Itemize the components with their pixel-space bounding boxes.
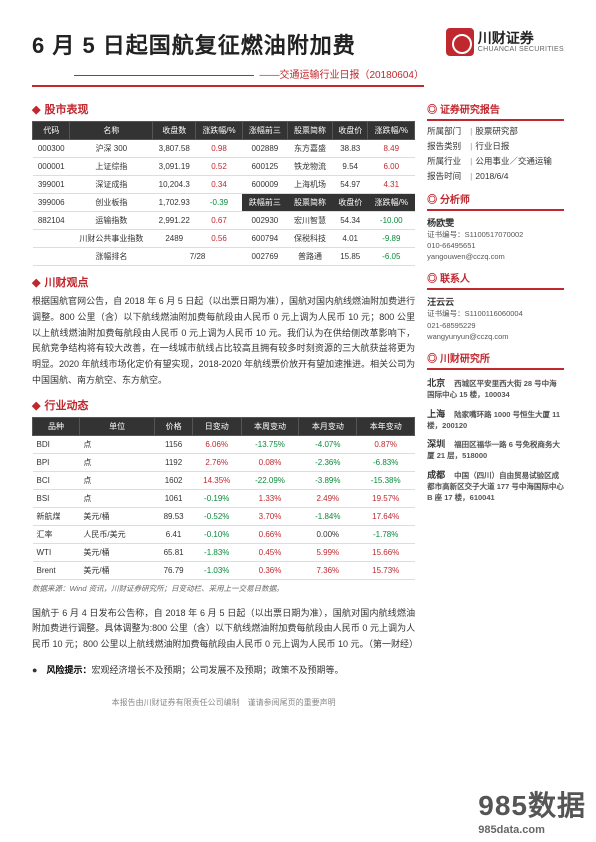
side-head-institute: 川财研究所: [427, 350, 564, 370]
section-head-viewpoint: 川财观点: [32, 274, 415, 290]
mh-code: 代码: [33, 122, 70, 140]
office-city: 深圳 福田区福华一路 6 号免税商务大厦 21 层，518000: [427, 437, 564, 462]
risk-line: ● 风险提示：宏观经济增长不及预期；公司发展不及预期；政策不及预期等。: [32, 663, 415, 679]
section-head-market: 股市表现: [32, 101, 415, 117]
office-city: 成都 中国（四川）自由贸易试验区成都市高新区交子大道 177 号中海国际中心 B…: [427, 468, 564, 504]
contact-mail: wangyunyun@cczq.com: [427, 331, 564, 342]
watermark: 985数据 985data.com: [478, 784, 586, 836]
mh-name: 名称: [70, 122, 153, 140]
contact-name: 汪云云: [427, 295, 564, 308]
market-row: 000300沪深 3003,807.580.98002889东方嘉盛38.838…: [33, 140, 415, 158]
dyn-row: WTI美元/桶65.81-1.83%0.45%5.99%15.66%: [33, 543, 415, 561]
dyn-row: 汇率人民币/美元6.41-0.10%0.66%0.00%-1.78%: [33, 525, 415, 543]
mh-rname: 股票简称: [287, 122, 332, 140]
footer-disclaimer: 本报告由川财证券有限责任公司编制 谨请参阅尾页的重要声明: [32, 697, 415, 708]
side-head-analyst: 分析师: [427, 191, 564, 211]
info-row: 报告类别|行业日报: [427, 141, 564, 153]
main-column: 股市表现 代码 名称 收盘数 涨跌幅/% 涨幅前三 股票简称 收盘价 涨跌幅/%…: [32, 93, 415, 708]
analyst-cert: 证书编号：S1100517070002: [427, 229, 564, 240]
dyn-header: 单位: [79, 417, 154, 435]
mh-rchg: 涨跌幅/%: [368, 122, 415, 140]
dynamics-source: 数据来源：Wind 资讯，川财证券研究所；日变动栏、采用上一交易日数据。: [32, 583, 415, 594]
viewpoint-text: 根据国航官网公告，自 2018 年 6 月 5 日起（以出票日期为准），国航对国…: [32, 294, 415, 389]
dyn-header: 本年变动: [357, 417, 415, 435]
section-head-dynamics: 行业动态: [32, 397, 415, 413]
dyn-header: 价格: [155, 417, 193, 435]
office-city: 北京 西城区平安里西大街 28 号中海国际中心 15 楼，100034: [427, 376, 564, 401]
office-city: 上海 陆家嘴环路 1000 号恒生大厦 11 楼，200120: [427, 407, 564, 432]
contact-tel: 021-68595229: [427, 320, 564, 331]
dyn-header: 本月变动: [299, 417, 357, 435]
side-column: 证券研究报告 所属部门|股票研究部报告类别|行业日报所属行业|公用事业／交通运输…: [427, 93, 564, 708]
analyst-mail: yangouwen@cczq.com: [427, 251, 564, 262]
dyn-row: Brent美元/桶76.79-1.03%0.36%7.36%15.73%: [33, 561, 415, 579]
dyn-row: 新航煤美元/桶89.53-0.52%3.70%-1.84%17.64%: [33, 507, 415, 525]
market-row: 000001上证综指3,091.190.52600125铁龙物流9.546.00: [33, 158, 415, 176]
market-table: 代码 名称 收盘数 涨跌幅/% 涨幅前三 股票简称 收盘价 涨跌幅/% 0003…: [32, 121, 415, 266]
market-row: 涨幅排名7/28002769普路通15.85-6.05: [33, 248, 415, 266]
news-text: 国航于 6 月 4 日发布公告称，自 2018 年 6 月 5 日起（以出票日期…: [32, 606, 415, 653]
brand-logo-icon: [446, 28, 474, 56]
market-row: 399006创业板指1,702.93-0.39跌幅前三股票简称收盘价涨跌幅/%: [33, 194, 415, 212]
page-subtitle: ——交通运输行业日报（20180604）: [32, 66, 424, 87]
mh-rclose: 收盘价: [333, 122, 368, 140]
brand-logo: 川财证券 CHUANCAI SECURITIES: [446, 28, 564, 56]
dyn-header: 品种: [33, 417, 80, 435]
dyn-row: BSI点1061-0.19%1.33%2.49%19.57%: [33, 489, 415, 507]
market-row: 399001深证成指10,204.30.34600009上海机场54.974.3…: [33, 176, 415, 194]
side-head-contact: 联系人: [427, 270, 564, 290]
mh-close: 收盘数: [153, 122, 196, 140]
contact-cert: 证书编号：S1100116060004: [427, 308, 564, 319]
mh-rcode: 涨幅前三: [242, 122, 287, 140]
dyn-row: BCI点160214.35%-22.09%-3.89%-15.38%: [33, 471, 415, 489]
market-row: 川财公共事业指数24890.56600794保税科技4.01-9.89: [33, 230, 415, 248]
brand-name: 川财证券: [478, 31, 564, 46]
dyn-row: BDI点11566.06%-13.75%-4.07%0.87%: [33, 435, 415, 453]
analyst-tel: 010-66495651: [427, 240, 564, 251]
info-row: 所属部门|股票研究部: [427, 126, 564, 138]
info-row: 报告时间|2018/6/4: [427, 171, 564, 183]
info-row: 所属行业|公用事业／交通运输: [427, 156, 564, 168]
analyst-name: 杨欧雯: [427, 216, 564, 229]
market-row: 882104运输指数2,991.220.67002930宏川智慧54.34-10…: [33, 212, 415, 230]
dynamics-table: 品种单位价格日变动本周变动本月变动本年变动 BDI点11566.06%-13.7…: [32, 417, 415, 580]
brand-name-en: CHUANCAI SECURITIES: [478, 46, 564, 53]
side-head-report: 证券研究报告: [427, 101, 564, 121]
dyn-header: 日变动: [192, 417, 241, 435]
dyn-row: BPI点11922.76%0.08%-2.36%-6.83%: [33, 453, 415, 471]
dyn-header: 本周变动: [241, 417, 299, 435]
mh-chg: 涨跌幅/%: [196, 122, 243, 140]
